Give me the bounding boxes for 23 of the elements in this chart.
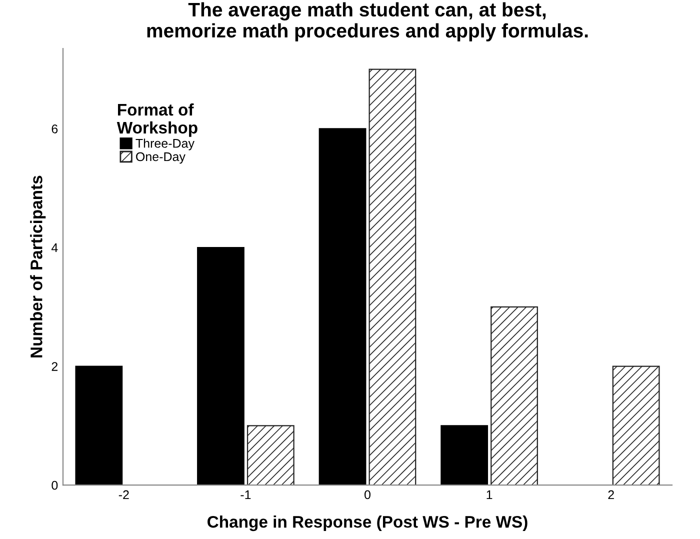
bar <box>440 425 488 486</box>
x-tick-label: 1 <box>486 490 492 500</box>
bar <box>246 425 294 486</box>
y-tick-label: 6 <box>52 124 58 134</box>
chart-title: The average math student can, at best, memorize math procedures and apply formulas. <box>147 2 588 42</box>
x-tick-label: 2 <box>608 490 614 500</box>
bar <box>318 128 366 486</box>
legend-label: One-Day <box>136 152 186 164</box>
y-tick-label: 0 <box>52 480 58 490</box>
x-axis-title: Change in Response (Post WS - Pre WS) <box>208 516 528 532</box>
y-axis-title: Number of Participants <box>30 176 46 358</box>
bar <box>75 366 123 486</box>
x-tick-label: -1 <box>240 490 251 500</box>
bar <box>490 306 538 486</box>
legend-label: Three-Day <box>136 138 194 150</box>
bar <box>197 246 244 486</box>
x-tick-label: 0 <box>364 490 370 500</box>
bar <box>368 68 416 486</box>
x-tick-label: -2 <box>118 490 129 500</box>
bar <box>612 366 660 486</box>
legend-title: Format of Workshop <box>116 103 198 137</box>
y-tick-label: 4 <box>51 243 58 252</box>
y-tick-label: 2 <box>52 362 58 371</box>
